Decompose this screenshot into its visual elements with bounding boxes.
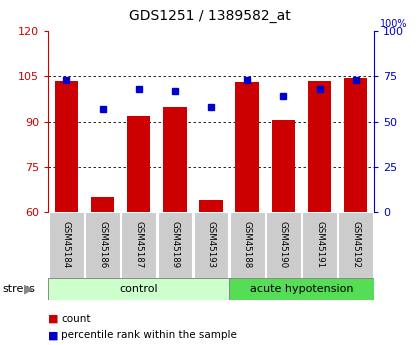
Bar	[302, 212, 337, 278]
Text: count: count	[61, 314, 90, 324]
Bar	[200, 200, 223, 212]
Text: acute hypotension: acute hypotension	[250, 284, 353, 294]
Text: GSM45187: GSM45187	[134, 221, 143, 268]
Text: GSM45192: GSM45192	[351, 221, 360, 268]
Bar	[121, 212, 156, 278]
Bar	[230, 212, 265, 278]
Text: ■: ■	[48, 331, 59, 340]
Text: GSM45184: GSM45184	[62, 221, 71, 268]
Text: stress: stress	[2, 284, 35, 294]
Text: 100%: 100%	[380, 19, 407, 29]
Bar	[163, 107, 186, 212]
Text: GSM45186: GSM45186	[98, 221, 107, 268]
Text: control: control	[119, 284, 158, 294]
Bar	[344, 78, 368, 212]
Bar	[194, 212, 228, 278]
Bar	[229, 278, 374, 300]
Text: GSM45191: GSM45191	[315, 221, 324, 268]
Text: percentile rank within the sample: percentile rank within the sample	[61, 331, 237, 340]
Text: GSM45188: GSM45188	[243, 221, 252, 268]
Bar	[339, 212, 373, 278]
Text: GSM45193: GSM45193	[207, 221, 215, 268]
Bar	[127, 116, 150, 212]
Text: ■: ■	[48, 314, 59, 324]
Bar	[158, 212, 192, 278]
Text: GDS1251 / 1389582_at: GDS1251 / 1389582_at	[129, 9, 291, 23]
Bar	[49, 212, 84, 278]
Text: GSM45189: GSM45189	[171, 221, 179, 268]
Bar	[236, 82, 259, 212]
Text: ▶: ▶	[24, 283, 33, 295]
Text: GSM45190: GSM45190	[279, 221, 288, 268]
Bar	[266, 212, 301, 278]
Bar	[272, 120, 295, 212]
Bar	[55, 81, 78, 212]
Bar	[85, 212, 120, 278]
Bar	[48, 278, 229, 300]
Bar	[308, 81, 331, 212]
Bar	[91, 197, 114, 212]
